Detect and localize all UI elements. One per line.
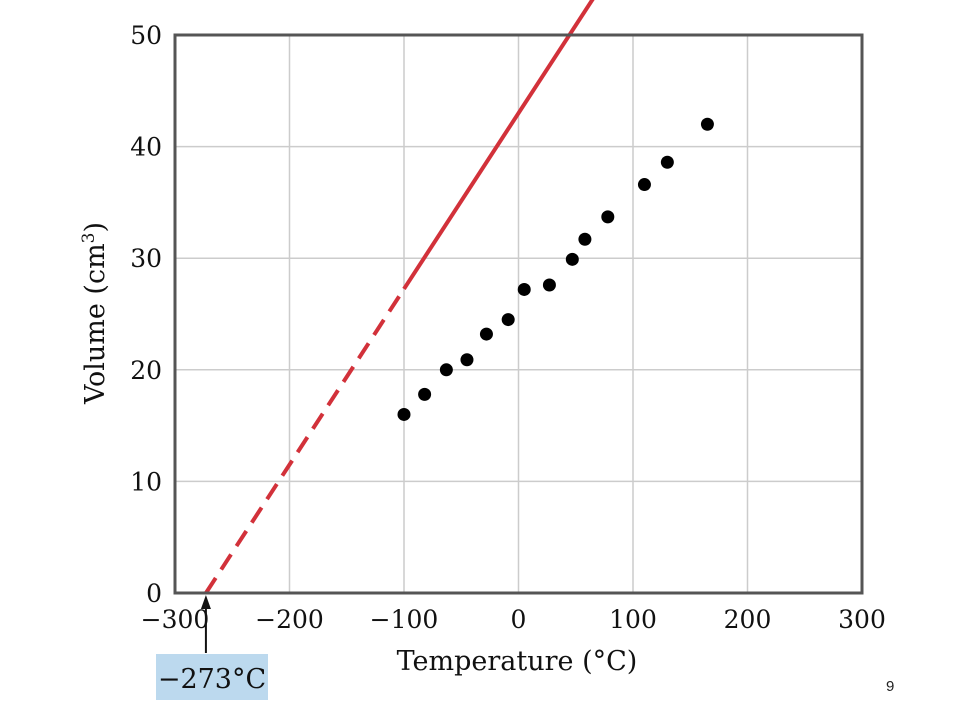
x-tick-label: −200 [255,605,324,634]
y-tick-label: 50 [130,21,162,50]
y-axis-title-superscript: 3 [79,232,99,243]
x-tick-label: 100 [609,605,657,634]
data-point [479,327,493,341]
fit-line-extrapolated [204,287,406,595]
y-tick-label: 30 [130,244,162,273]
data-points [397,117,714,421]
annotation-highlight [156,654,268,700]
y-tick-labels: 0 10 20 30 40 50 [130,21,162,608]
data-point [700,117,714,131]
y-tick-label: 10 [130,467,162,496]
x-tick-label: −300 [141,605,210,634]
data-point [565,252,579,266]
data-point [418,387,432,401]
grid [175,35,862,593]
y-axis-title-close: ) [80,222,111,233]
x-tick-labels: −300 −200 −100 0 100 200 300 [141,605,886,634]
data-point [517,282,531,296]
x-tick-label: 200 [724,605,772,634]
data-point [460,353,474,367]
slide-number: 9 [886,678,895,695]
data-point [542,278,556,292]
y-tick-label: 40 [130,133,162,162]
plot-frame [173,33,864,595]
data-point [578,232,592,246]
y-axis-title-main: Volume (cm [80,243,111,405]
x-tick-label: 300 [838,605,886,634]
annotation-arrow-head [200,595,211,609]
x-tick-label: 0 [511,605,527,634]
fit-line [204,0,595,595]
y-tick-label: 20 [130,356,162,385]
x-tick-label: −100 [370,605,439,634]
y-axis-title: Volume (cm3) [79,222,111,405]
y-tick-label: 0 [146,579,162,608]
data-point [501,313,515,327]
data-point [601,210,615,224]
absolute-zero-annotation: −273°C [156,595,268,700]
data-point [637,178,651,192]
annotation-label: −273°C [158,664,266,695]
x-axis-title: Temperature (°C) [397,646,638,677]
data-point [439,363,453,377]
data-point [397,407,411,421]
fit-line-solid [402,0,595,291]
data-point [660,155,674,169]
